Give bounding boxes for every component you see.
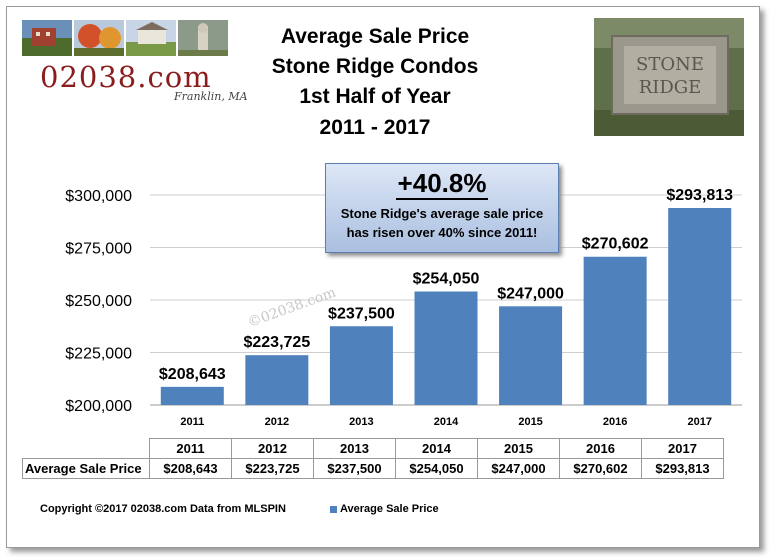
sign-text-line-2: RIDGE: [639, 77, 702, 98]
logo-photo-4: [178, 20, 228, 56]
y-tick-label: $200,000: [65, 398, 132, 415]
x-tick-label: 2016: [603, 416, 627, 428]
table-header-row: 2011 2012 2013 2014 2015 2016 2017: [22, 438, 724, 459]
chart-title-line-2: Stone Ridge Condos: [271, 55, 479, 78]
table-value: $237,500: [313, 458, 396, 479]
bar-2016: [583, 256, 647, 405]
bar-value-label: $237,500: [328, 305, 395, 322]
bar-2017: [668, 207, 732, 405]
bar-value-label: $247,000: [497, 285, 564, 302]
bar-2012: [245, 355, 309, 405]
x-tick-label: 2011: [180, 416, 204, 428]
table-year: 2016: [559, 438, 642, 459]
callout-body-line-2: has risen over 40% since 2011!: [346, 225, 538, 240]
y-tick-label: $300,000: [65, 188, 132, 205]
chart-legend: Average Sale Price: [330, 503, 439, 515]
table-row: Average Sale Price $208,643 $223,725 $23…: [22, 458, 724, 479]
table-year: 2013: [313, 438, 396, 459]
bar-2014: [414, 291, 478, 405]
logo-text: 02038.com: [40, 60, 212, 94]
table-year: 2015: [477, 438, 560, 459]
y-tick-label: $225,000: [65, 346, 132, 363]
site-logo[interactable]: 02038.com Franklin, MA: [22, 20, 254, 110]
logo-photo-1: [22, 20, 72, 56]
table-row-label: Average Sale Price: [22, 458, 150, 479]
chart-title-line-1: Average Sale Price: [280, 25, 470, 48]
callout-body-line-1: Stone Ridge's average sale price: [340, 206, 544, 221]
table-value: $223,725: [231, 458, 314, 479]
legend-swatch: [330, 505, 337, 513]
logo-photo-2: [74, 20, 124, 56]
x-tick-label: 2017: [687, 416, 711, 428]
bar-value-label: $293,813: [666, 187, 733, 204]
table-value: $254,050: [395, 458, 478, 479]
sign-text-line-1: STONE: [636, 54, 704, 75]
x-tick-label: 2012: [265, 416, 289, 428]
table-value: $208,643: [149, 458, 232, 479]
callout-headline: +40.8%: [395, 168, 489, 200]
bar-value-label: $223,725: [243, 334, 310, 351]
table-value: $293,813: [641, 458, 724, 479]
x-tick-label: 2013: [349, 416, 373, 428]
table-year: 2011: [149, 438, 232, 459]
bar-value-label: $254,050: [413, 270, 480, 287]
bar-value-label: $270,602: [582, 236, 649, 253]
table-year: 2017: [641, 438, 724, 459]
table-value: $247,000: [477, 458, 560, 479]
copyright-note: Copyright ©2017 02038.com Data from MLSP…: [40, 503, 286, 515]
table-value: $270,602: [559, 458, 642, 479]
watermark: ©02038.com: [246, 285, 338, 332]
growth-callout: +40.8% Stone Ridge's average sale price …: [325, 163, 559, 253]
bar-2013: [329, 326, 393, 405]
bar-value-label: $208,643: [159, 366, 226, 383]
logo-subtitle: Franklin, MA: [174, 90, 248, 103]
table-year: 2014: [395, 438, 478, 459]
y-tick-label: $250,000: [65, 293, 132, 310]
x-tick-label: 2014: [434, 416, 459, 428]
chart-title-line-4: 2011 - 2017: [319, 116, 431, 139]
chart-title-line-3: 1st Half of Year: [299, 85, 451, 108]
table-corner: [22, 438, 150, 459]
table-year: 2012: [231, 438, 314, 459]
logo-photo-3: [126, 20, 176, 56]
x-tick-label: 2015: [518, 416, 542, 428]
bar-2011: [160, 386, 224, 405]
legend-label: Average Sale Price: [340, 503, 439, 515]
data-table: 2011 2012 2013 2014 2015 2016 2017 Avera…: [22, 438, 724, 479]
bar-2015: [499, 306, 563, 405]
y-tick-label: $275,000: [65, 241, 132, 258]
stone-ridge-sign-photo: STONE RIDGE: [594, 18, 744, 136]
